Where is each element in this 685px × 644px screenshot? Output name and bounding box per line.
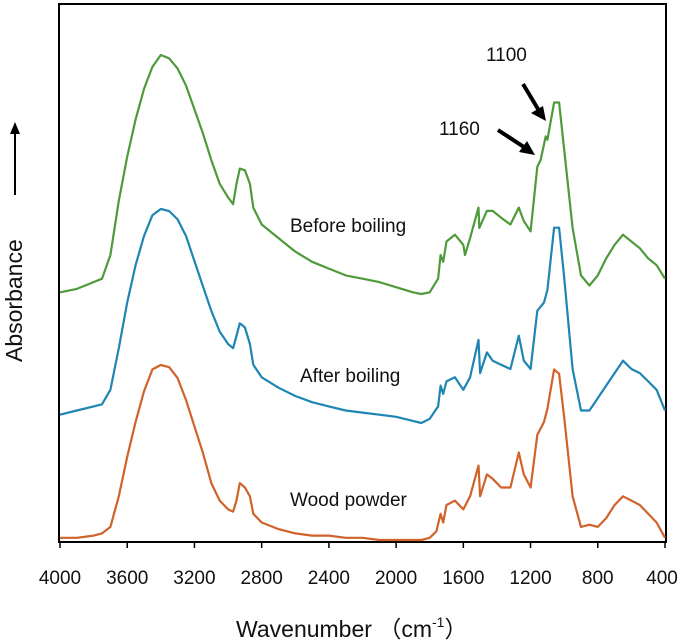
series-line-after-boiling <box>59 207 667 425</box>
y-axis-title: Absorbance <box>1 239 27 362</box>
x-axis-ticks: 4000 3600 3200 2800 2400 2000 1600 1200 800 400 <box>39 542 678 589</box>
annotation-1160-label: 1160 <box>439 119 480 140</box>
annotation-1160-arrowhead <box>519 141 535 155</box>
annotation-1100-label: 1100 <box>486 45 527 66</box>
series-layer <box>59 53 667 542</box>
x-tick-label: 2000 <box>375 568 417 589</box>
x-tick-label: 3200 <box>173 568 215 589</box>
x-tick-label: 3600 <box>106 568 148 589</box>
x-tick-label: 4000 <box>39 568 81 589</box>
x-tick-label: 400 <box>646 568 678 589</box>
annotation-1160-arrow-shaft <box>496 128 529 151</box>
series-label-before-boiling: Before boiling <box>290 216 406 237</box>
series-line-before-boiling <box>59 53 666 296</box>
annotation-1100-arrowhead <box>531 106 546 121</box>
series-label-wood-powder: Wood powder <box>290 490 408 511</box>
y-axis-title-group: Absorbance <box>1 239 27 362</box>
series-label-after-boiling: After boiling <box>300 366 400 387</box>
x-tick-label: 2400 <box>308 568 350 589</box>
x-tick-label: 1600 <box>442 568 484 589</box>
x-tick-label: 2800 <box>241 568 283 589</box>
x-axis-title-main: Wavenumber （cm <box>236 616 432 642</box>
plot-frame <box>58 3 667 543</box>
x-axis-title: Wavenumber （cm-1） <box>236 614 467 642</box>
x-axis-title-exponent: -1 <box>432 614 445 630</box>
series-line-wood-powder <box>60 363 666 542</box>
x-axis-title-close: ） <box>444 616 467 642</box>
y-axis-arrowhead <box>10 122 20 134</box>
x-tick-label: 1200 <box>509 568 551 589</box>
x-tick-label: 800 <box>582 568 614 589</box>
